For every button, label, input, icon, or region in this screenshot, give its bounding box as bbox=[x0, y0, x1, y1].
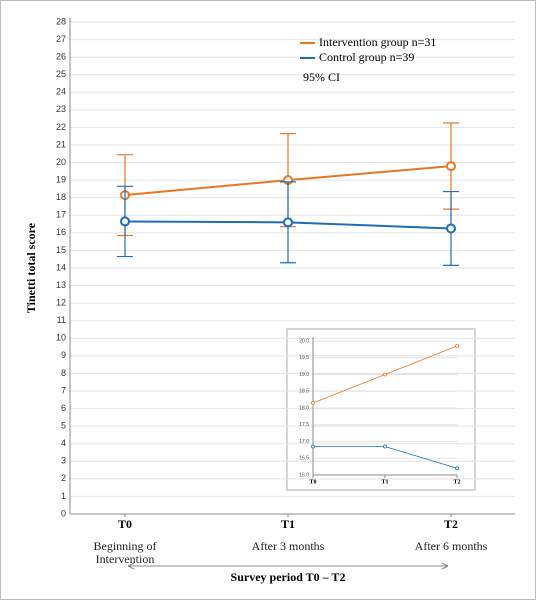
y-tick-label: 24 bbox=[56, 87, 66, 97]
point bbox=[455, 344, 459, 348]
y-tick-label: 7 bbox=[61, 385, 66, 395]
y-tick-label: 26 bbox=[56, 52, 66, 62]
annotation: 95% CI bbox=[303, 70, 340, 84]
y-tick-label: 1 bbox=[61, 491, 66, 501]
y-tick-label: 3 bbox=[61, 456, 66, 466]
y-axis-label: Tinetti total score bbox=[24, 222, 38, 313]
y-tick-label: 13 bbox=[56, 280, 66, 290]
inset-frame bbox=[286, 328, 476, 491]
point bbox=[383, 444, 387, 449]
y-tick-label: 2 bbox=[61, 473, 66, 483]
x-tick-label: T1 bbox=[381, 479, 388, 485]
y-tick-label: 27 bbox=[56, 34, 66, 44]
y-tick-label: 17.5 bbox=[299, 422, 309, 428]
category-description: Beginning of Intervention bbox=[93, 539, 157, 566]
category-description: After 3 months bbox=[251, 539, 325, 553]
category-description: After 6 months bbox=[414, 539, 488, 553]
y-tick-label: 5 bbox=[61, 421, 66, 431]
point bbox=[446, 161, 456, 172]
y-tick-label: 18 bbox=[56, 192, 66, 202]
legend-label: Intervention group n=31 bbox=[319, 35, 436, 49]
y-tick-label: 6 bbox=[61, 403, 66, 413]
y-tick-label: 17.0 bbox=[299, 439, 309, 445]
y-tick-label: 16 bbox=[56, 227, 66, 237]
point bbox=[383, 372, 387, 377]
y-tick-label: 25 bbox=[56, 69, 66, 79]
x-tick-label: T0 bbox=[118, 517, 132, 531]
y-tick-label: 19 bbox=[56, 175, 66, 185]
x-tick-label: T1 bbox=[281, 517, 295, 531]
y-tick-label: 12 bbox=[56, 298, 66, 308]
y-tick-label: 19.5 bbox=[299, 355, 309, 361]
y-tick-label: 20.0 bbox=[299, 338, 309, 344]
x-axis-label: Survey period T0 – T2 bbox=[231, 570, 346, 584]
y-tick-label: 9 bbox=[61, 350, 66, 360]
y-tick-label: 23 bbox=[56, 104, 66, 114]
y-tick-label: 18.0 bbox=[299, 405, 309, 411]
y-tick-label: 4 bbox=[61, 438, 66, 448]
y-tick-label: 28 bbox=[56, 16, 66, 26]
legend-label: Control group n=39 bbox=[319, 50, 414, 64]
x-tick-label: T0 bbox=[309, 479, 316, 485]
y-tick-label: 19.0 bbox=[299, 372, 309, 378]
point bbox=[311, 401, 315, 405]
y-tick-label: 8 bbox=[61, 368, 66, 378]
y-tick-label: 18.5 bbox=[299, 389, 309, 395]
y-tick-label: 22 bbox=[56, 122, 66, 132]
arrow-heads bbox=[127, 562, 449, 570]
point bbox=[446, 223, 456, 234]
point bbox=[283, 217, 293, 228]
y-tick-label: 0 bbox=[61, 508, 66, 518]
y-tick-label: 10 bbox=[56, 333, 66, 343]
y-tick-label: 16.5 bbox=[299, 456, 309, 462]
y-tick-label: 17 bbox=[56, 210, 66, 220]
point bbox=[455, 466, 459, 471]
y-tick-label: 14 bbox=[56, 262, 66, 272]
x-tick-label: T2 bbox=[453, 479, 460, 485]
y-tick-label: 15 bbox=[56, 245, 66, 255]
point bbox=[120, 216, 130, 227]
y-tick-label: 20 bbox=[56, 157, 66, 167]
y-tick-label: 16.0 bbox=[299, 472, 309, 478]
point bbox=[311, 444, 315, 449]
x-tick-label: T2 bbox=[444, 517, 458, 531]
y-tick-label: 21 bbox=[56, 139, 66, 149]
y-tick-label: 11 bbox=[57, 315, 66, 325]
